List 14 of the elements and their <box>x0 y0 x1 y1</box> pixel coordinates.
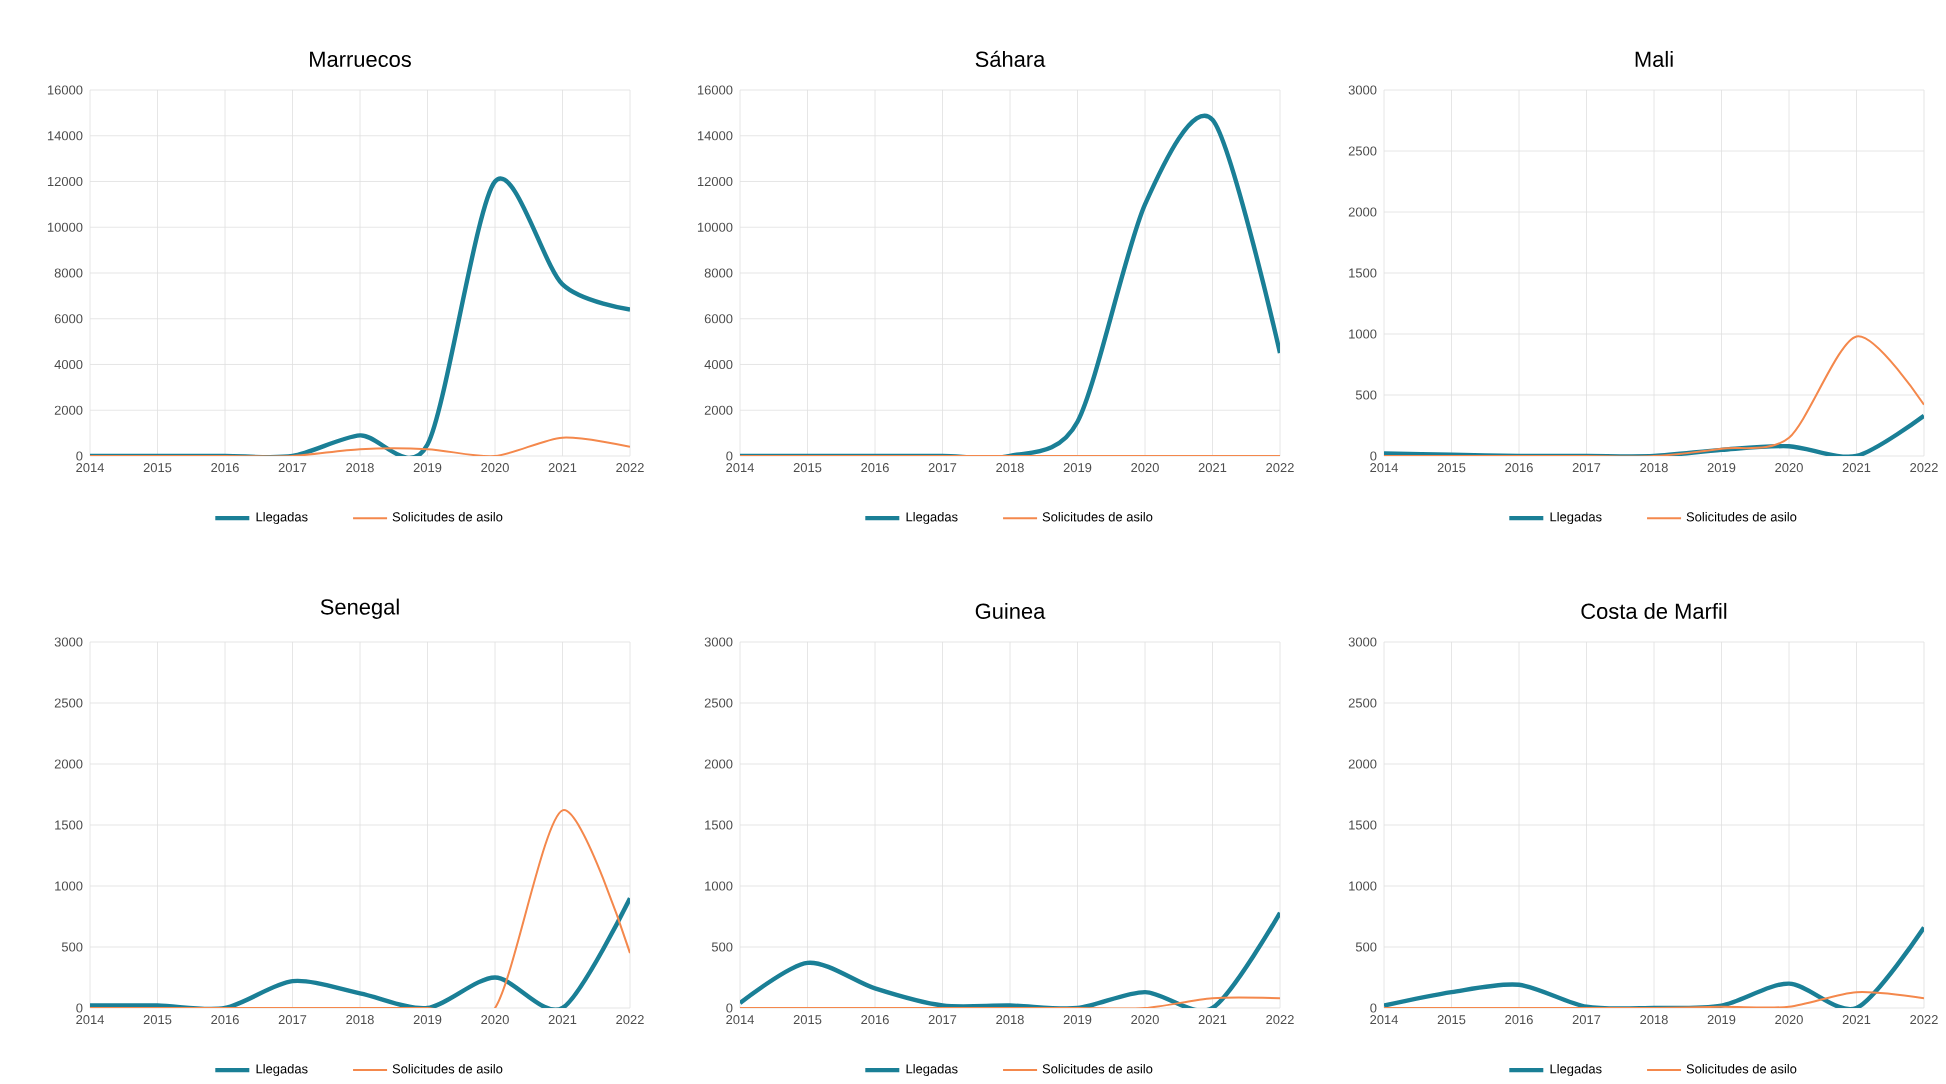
chart-title: Marruecos <box>310 51 411 67</box>
line-series <box>740 910 1280 1008</box>
line-series <box>90 177 631 456</box>
line-series <box>1384 990 1924 1008</box>
line-series <box>90 436 631 456</box>
chart-title: Guinea <box>975 602 1046 619</box>
chart-title: Costa de Marfil <box>1581 602 1727 619</box>
chart-title: Senegal <box>320 598 399 619</box>
chart-title: Sáhara <box>975 50 1046 67</box>
line-series <box>1384 335 1924 456</box>
line-series <box>90 895 631 1008</box>
line-series <box>1384 413 1924 456</box>
chart-title: Mali <box>1635 50 1673 67</box>
line-series <box>1384 925 1924 1008</box>
